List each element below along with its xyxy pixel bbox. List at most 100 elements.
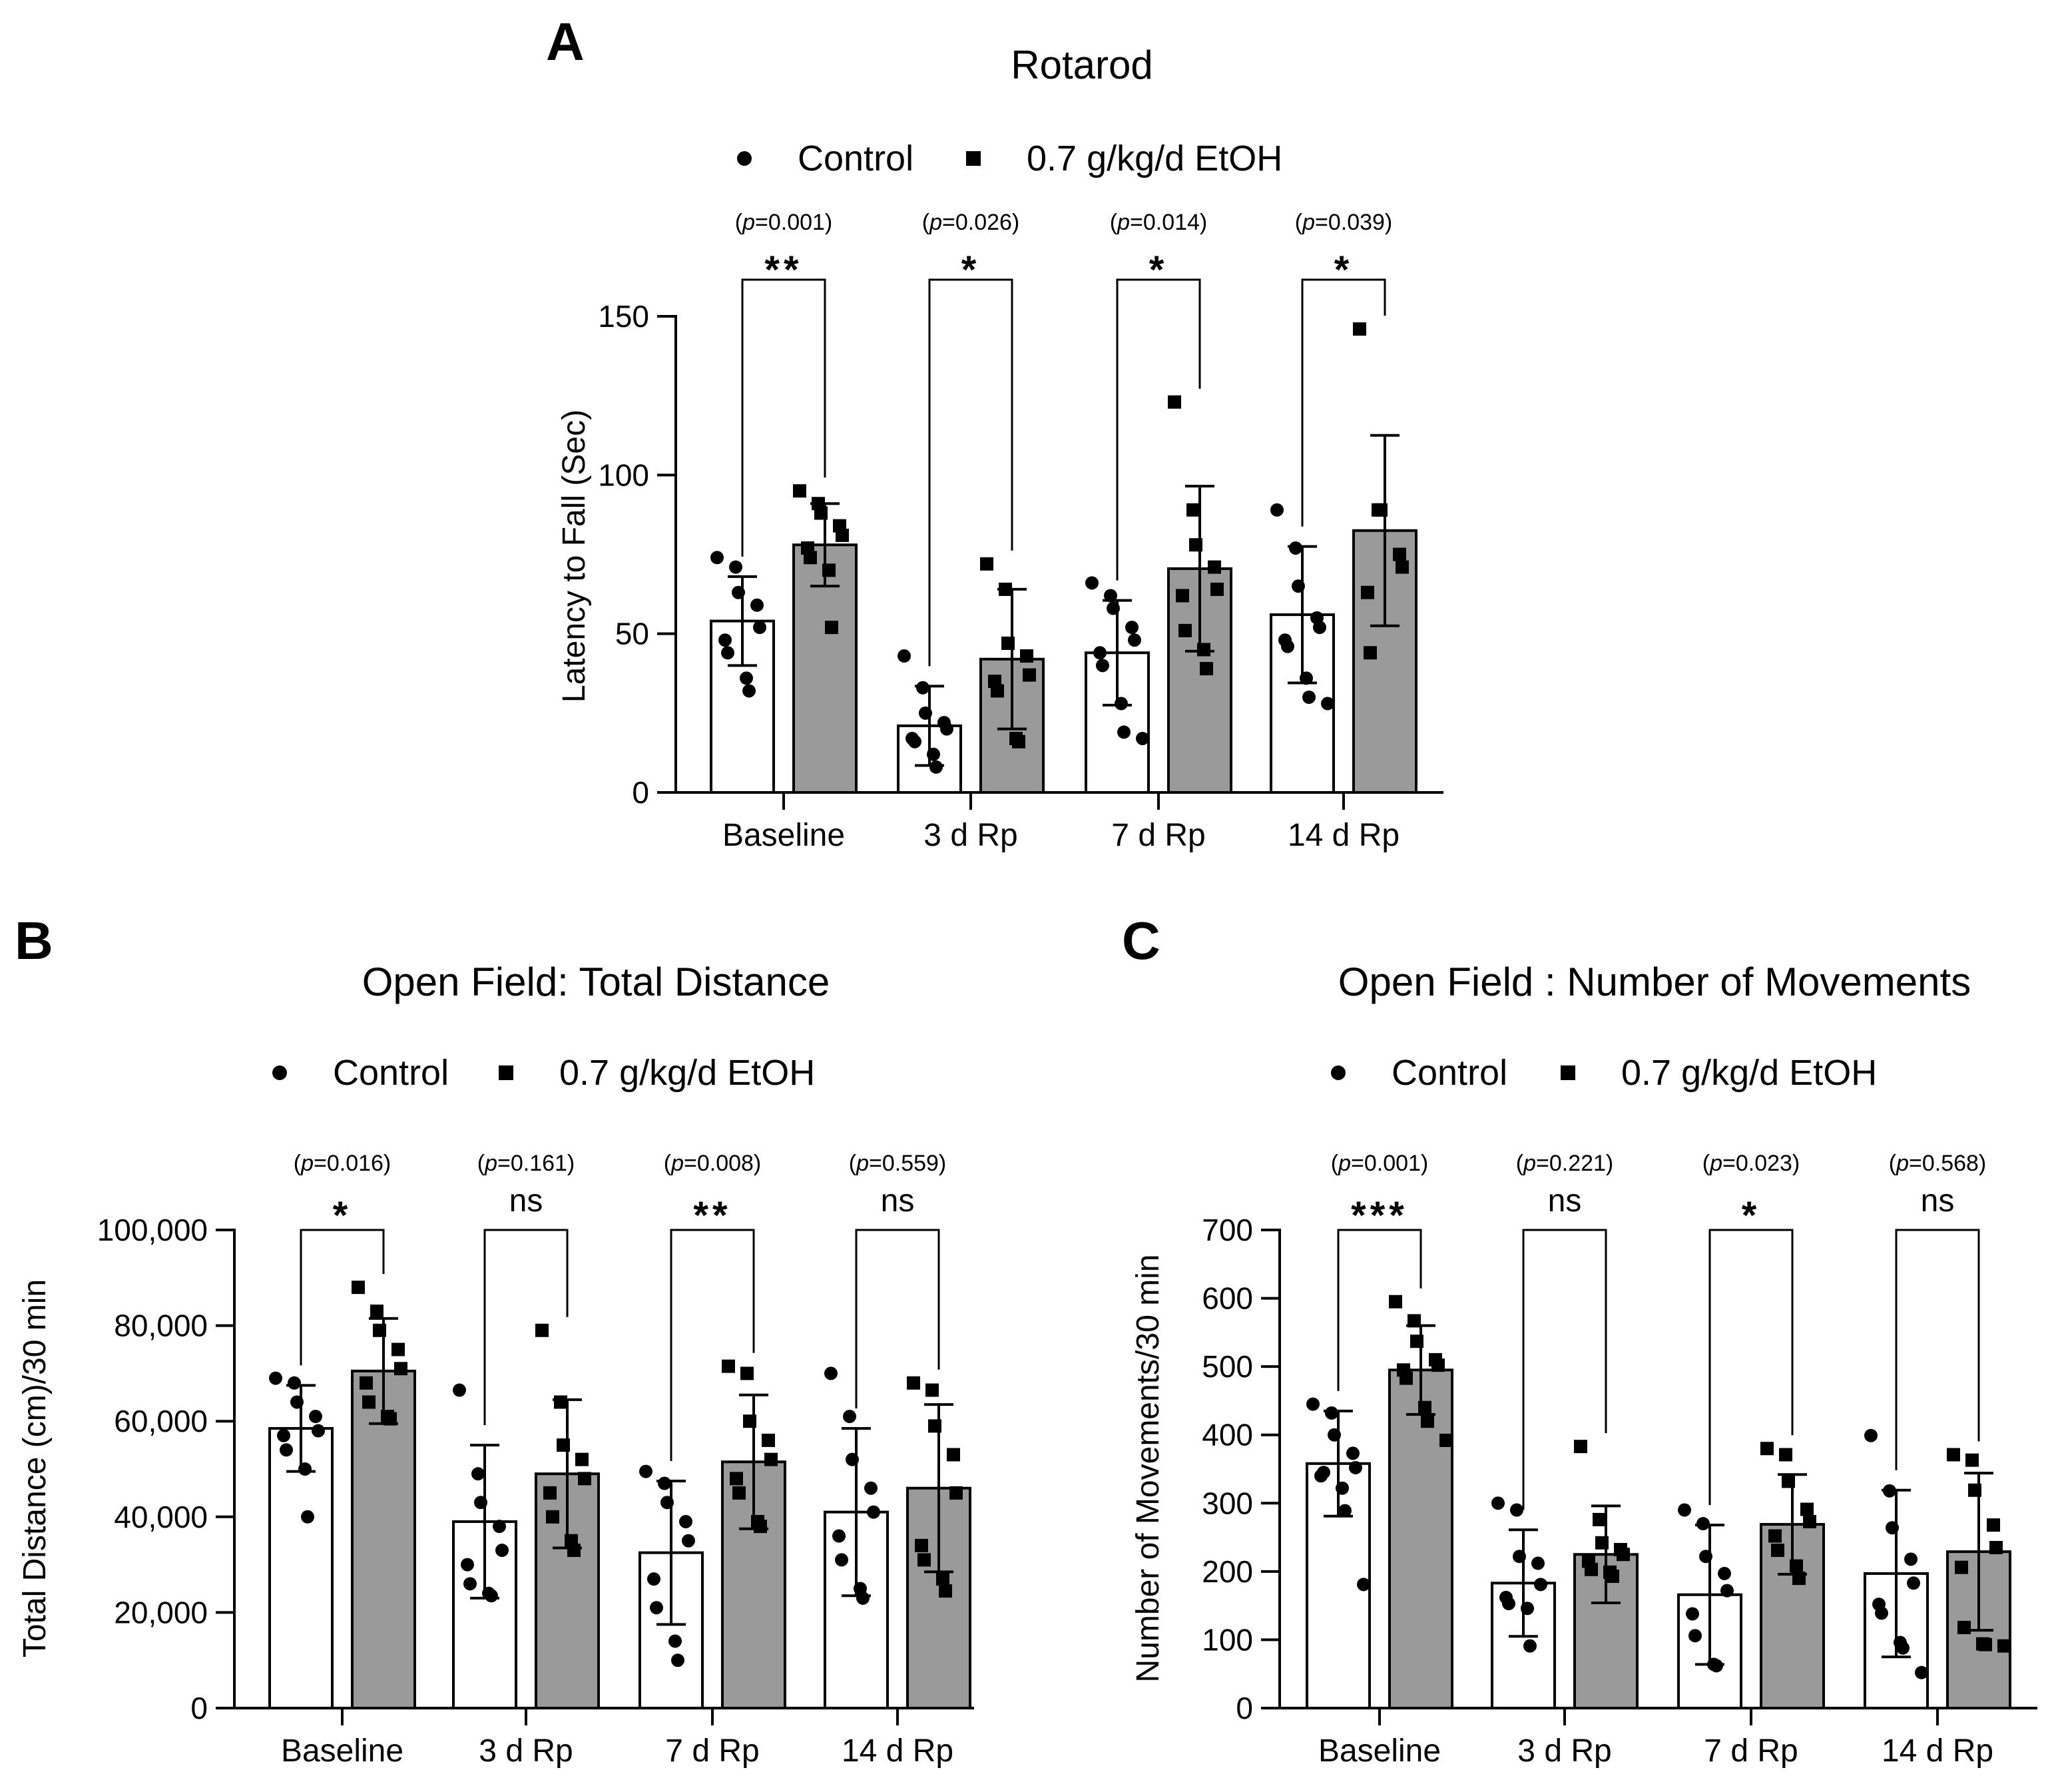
data-point-control [485, 1589, 498, 1603]
significance-stars: * [961, 248, 981, 292]
data-point-etoh [915, 1538, 928, 1552]
data-point-control [1357, 1578, 1370, 1592]
data-point-etoh [1364, 646, 1377, 660]
data-point-control [940, 722, 953, 736]
data-point-etoh [1393, 547, 1406, 561]
data-point-etoh [764, 1452, 778, 1466]
significance-stars: * [1742, 1194, 1761, 1237]
data-point-control [1864, 1428, 1878, 1442]
p-value-label: (p=0.559) [849, 1151, 947, 1176]
data-point-etoh [928, 1419, 941, 1433]
data-point-control [474, 1496, 487, 1510]
y-tick-label: 500 [1202, 1349, 1253, 1384]
data-point-etoh [567, 1544, 581, 1558]
data-point-control [1093, 646, 1107, 660]
group-0: Baseline *** (p=0.001) [1306, 1151, 1453, 1769]
data-point-control [908, 735, 921, 748]
data-point-etoh [980, 557, 993, 571]
data-point-control [1104, 589, 1117, 603]
data-point-control [1896, 1641, 1910, 1655]
y-axis-label: Total Distance (cm)/30 min [17, 1279, 53, 1657]
data-point-control [1338, 1504, 1352, 1518]
data-point-etoh [793, 484, 806, 498]
group-1: 3 d Rp * (p=0.026) [897, 210, 1045, 853]
x-tick-label: 7 d Rp [1111, 818, 1205, 853]
legend-label-control: Control [798, 139, 913, 178]
data-point-etoh [936, 1572, 949, 1586]
chart-title: Rotarod [1011, 43, 1153, 87]
significance-bracket [1522, 1229, 1607, 1510]
x-tick-label: 7 d Rp [1704, 1733, 1798, 1769]
x-tick-label: 3 d Rp [923, 818, 1017, 853]
data-point-control [1523, 1639, 1537, 1653]
data-point-etoh [1421, 1414, 1434, 1428]
y-tick-label: 300 [1202, 1486, 1253, 1520]
data-point-control [277, 1428, 290, 1442]
legend-label-etoh: 0.7 g/kg/d EtOH [1621, 1053, 1877, 1093]
significance-stars: ns [1548, 1183, 1582, 1219]
data-point-control [1710, 1659, 1723, 1673]
data-point-etoh [1197, 643, 1210, 657]
data-point-control [671, 1653, 684, 1667]
data-point-control [1531, 1556, 1545, 1570]
data-point-control [1321, 697, 1334, 711]
group-3: 14 d Rp ns (p=0.568) [1864, 1151, 2011, 1769]
data-point-control [750, 598, 764, 612]
x-tick-label: 14 d Rp [842, 1733, 953, 1769]
significance-stars: *** [1351, 1194, 1408, 1237]
data-point-etoh [1418, 1400, 1431, 1414]
x-tick-label: Baseline [1318, 1733, 1441, 1769]
data-point-etoh [1768, 1529, 1782, 1543]
data-point-etoh [836, 528, 849, 542]
legend-marker-etoh [1561, 1065, 1575, 1080]
data-point-etoh [1595, 1536, 1609, 1550]
data-point-etoh [1431, 1358, 1445, 1372]
data-point-etoh [1593, 1512, 1606, 1526]
significance-stars: * [333, 1194, 352, 1237]
data-point-etoh [1997, 1639, 2011, 1653]
data-point-control [269, 1371, 282, 1385]
data-point-etoh [1012, 735, 1025, 748]
data-point-etoh [1361, 585, 1374, 599]
data-point-control [1289, 541, 1302, 555]
bar-etoh [351, 1369, 416, 1710]
significance-stars: ** [764, 248, 802, 292]
data-point-control [1686, 1607, 1699, 1621]
significance-bracket [855, 1229, 940, 1408]
bar-etoh [906, 1486, 971, 1709]
group-3: 14 d Rp * (p=0.039) [1270, 210, 1417, 853]
data-point-control [1317, 1466, 1330, 1480]
data-point-control [710, 551, 724, 565]
data-point-control [453, 1383, 466, 1397]
data-point-control [1349, 1460, 1362, 1474]
data-point-control [1292, 579, 1305, 593]
data-point-etoh [1439, 1433, 1453, 1447]
data-point-control [1302, 691, 1316, 704]
data-point-control [280, 1443, 293, 1457]
data-point-control [1534, 1578, 1547, 1592]
data-point-etoh [1617, 1548, 1630, 1562]
data-point-etoh [554, 1395, 567, 1409]
legend-marker-etoh [499, 1065, 513, 1080]
y-tick-label: 0 [632, 775, 649, 810]
data-point-etoh [1176, 589, 1189, 603]
significance-bracket [670, 1229, 755, 1461]
data-point-control [290, 1395, 304, 1409]
legend-label-control: Control [333, 1053, 449, 1093]
data-point-etoh [360, 1376, 373, 1390]
panel-a: A Rotarod Control 0.7 g/kg/d EtOH Latency to… [546, 12, 1443, 853]
data-point-etoh [1947, 1448, 1960, 1462]
data-point-etoh [1001, 636, 1015, 650]
data-point-etoh [825, 621, 838, 635]
data-point-etoh [370, 1305, 384, 1319]
x-tick-label: 3 d Rp [479, 1733, 573, 1769]
data-point-control [312, 1424, 325, 1438]
data-point-etoh [1792, 1572, 1806, 1586]
data-point-etoh [1396, 560, 1409, 574]
data-point-control [668, 1634, 682, 1648]
data-point-etoh [907, 1376, 920, 1390]
data-point-control [753, 621, 766, 635]
data-point-control [832, 1529, 846, 1543]
data-point-control [1907, 1576, 1920, 1590]
